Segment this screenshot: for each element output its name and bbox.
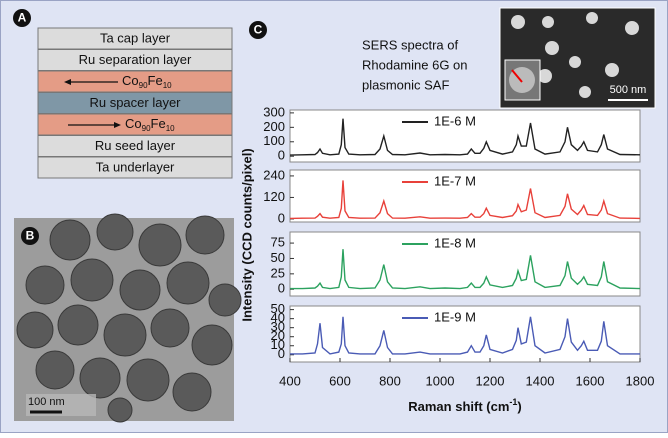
caption: SERS spectra of bbox=[362, 37, 458, 52]
label-part: ) bbox=[517, 399, 521, 414]
layer-label: Ru separation layer bbox=[79, 52, 192, 67]
y-tick-label: 240 bbox=[263, 167, 285, 182]
spectrum-line bbox=[289, 118, 641, 156]
y-tick-label: 30 bbox=[271, 319, 285, 334]
formula-part: 10 bbox=[163, 81, 172, 90]
legend-label: 1E-7 M bbox=[434, 173, 476, 188]
y-tick-label: 120 bbox=[263, 189, 285, 204]
panel-label: B bbox=[26, 229, 35, 243]
formula-part: Co bbox=[125, 116, 142, 131]
formula-part: 90 bbox=[139, 81, 148, 90]
y-tick-label: 100 bbox=[263, 133, 285, 148]
layer-label: Ru spacer layer bbox=[89, 95, 181, 110]
panel-badge bbox=[13, 9, 31, 27]
scale-label: 500 nm bbox=[610, 84, 647, 96]
sem-inset bbox=[499, 7, 656, 109]
tem-image bbox=[14, 213, 242, 423]
y-tick-label: 300 bbox=[263, 104, 285, 119]
x-tick-label: 600 bbox=[329, 373, 351, 388]
label-part: -1 bbox=[509, 397, 517, 407]
layer-label: Ta underlayer bbox=[96, 159, 175, 174]
y-tick-label: 50 bbox=[271, 250, 285, 265]
panel-badge bbox=[249, 21, 267, 39]
formula-part: 90 bbox=[142, 124, 151, 133]
y-tick-label: 0 bbox=[278, 346, 285, 361]
caption: plasmonic SAF bbox=[362, 77, 449, 92]
y-tick-label: 40 bbox=[271, 310, 285, 325]
layer bbox=[37, 156, 233, 179]
x-tick-label: 1400 bbox=[526, 373, 555, 388]
spectrum-line bbox=[289, 180, 641, 220]
x-tick-label: 1200 bbox=[476, 373, 505, 388]
panel-label: C bbox=[254, 23, 263, 37]
layer-stack bbox=[37, 27, 233, 179]
x-tick-label: 1000 bbox=[426, 373, 455, 388]
x-axis-label: Raman shift (cm-1) bbox=[408, 397, 522, 414]
caption: Rhodamine 6G on bbox=[362, 57, 468, 72]
layer-label: Co90Fe10 bbox=[125, 116, 175, 133]
spectrum-line bbox=[290, 316, 640, 355]
spectrum-line bbox=[290, 249, 641, 290]
y-tick-label: 25 bbox=[271, 265, 285, 280]
x-tick-label: 400 bbox=[279, 373, 301, 388]
label-part: Raman shift (cm bbox=[408, 399, 509, 414]
y-tick-label: 50 bbox=[271, 301, 285, 316]
legend-label: 1E-9 M bbox=[434, 309, 476, 324]
formula-part: Fe bbox=[151, 116, 166, 131]
y-tick-label: 75 bbox=[271, 235, 285, 250]
arrowhead bbox=[114, 122, 121, 128]
legend-label: 1E-6 M bbox=[434, 113, 476, 128]
y-tick-label: 200 bbox=[263, 119, 285, 134]
x-tick-label: 1600 bbox=[576, 373, 605, 388]
y-axis-label: Intensity (CCD counts/pixel) bbox=[239, 148, 254, 321]
panel-badge bbox=[21, 227, 39, 245]
panel-label: A bbox=[18, 11, 27, 25]
layer-label: Ta cap layer bbox=[100, 30, 171, 45]
layer-label: Ru seed layer bbox=[95, 138, 176, 153]
legend-label: 1E-8 M bbox=[434, 235, 476, 250]
formula-part: Fe bbox=[148, 73, 163, 88]
scale-label: 100 nm bbox=[28, 396, 65, 408]
x-tick-label: 800 bbox=[379, 373, 401, 388]
formula-part: 10 bbox=[166, 124, 175, 133]
y-tick-label: 0 bbox=[278, 210, 285, 225]
x-tick-label: 1800 bbox=[626, 373, 655, 388]
plot-frame bbox=[289, 169, 641, 223]
arrowhead bbox=[64, 79, 71, 85]
y-tick-label: 10 bbox=[271, 337, 285, 352]
y-tick-label: 20 bbox=[271, 328, 285, 343]
y-tick-label: 0 bbox=[278, 148, 285, 163]
layer-label: Co90Fe10 bbox=[122, 73, 172, 90]
formula-part: Co bbox=[122, 73, 139, 88]
y-tick-label: 0 bbox=[278, 281, 285, 296]
